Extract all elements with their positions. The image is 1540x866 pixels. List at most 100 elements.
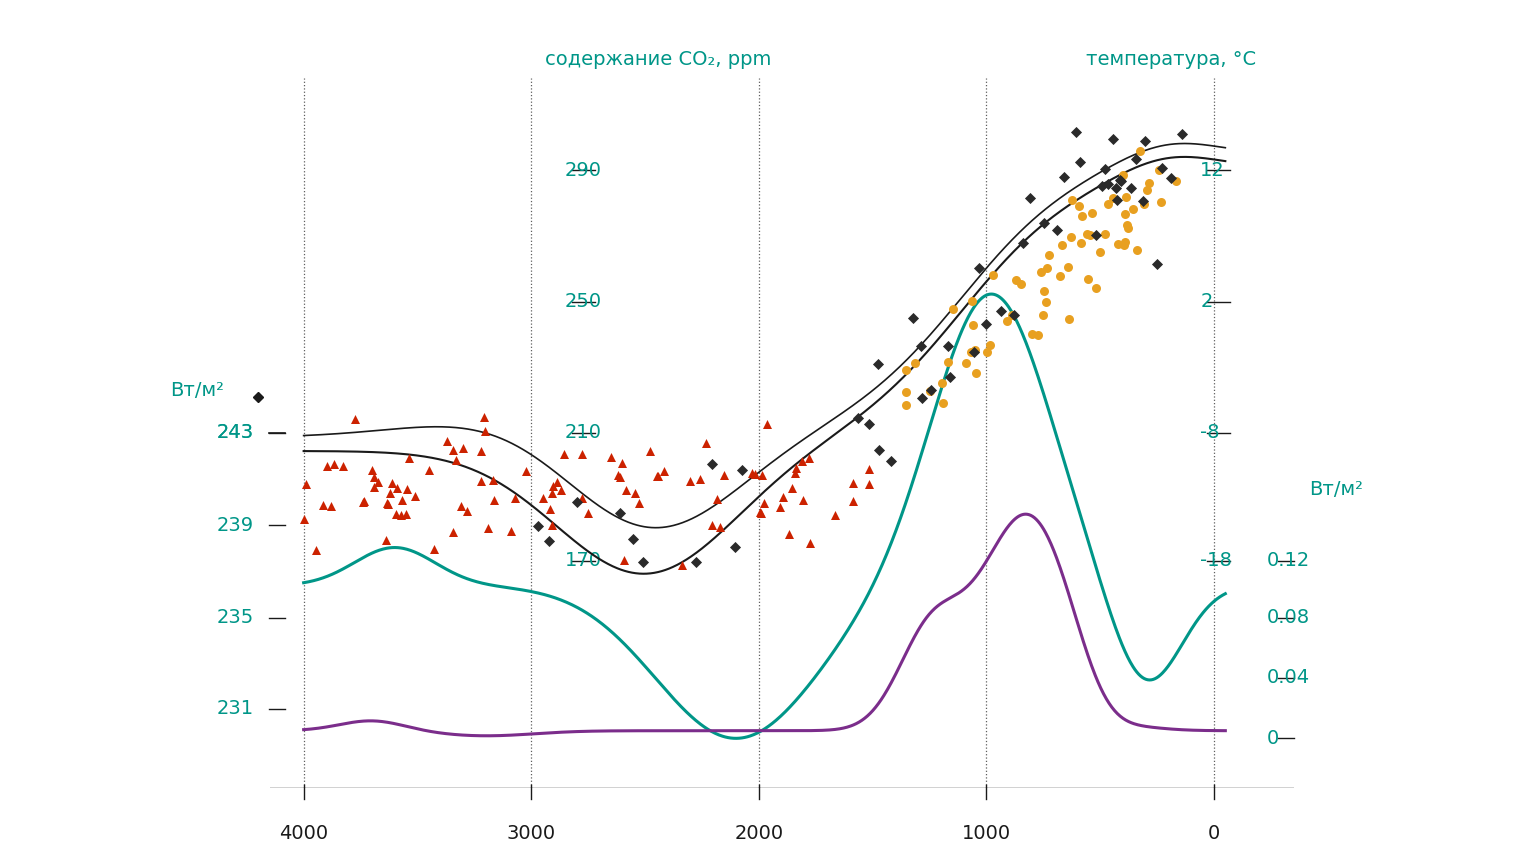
Point xyxy=(624,486,648,500)
Point xyxy=(450,441,474,455)
Point xyxy=(1032,284,1056,298)
Point xyxy=(1107,173,1132,187)
Point xyxy=(755,417,779,431)
Point xyxy=(607,470,631,484)
Point xyxy=(958,345,983,359)
Point xyxy=(342,411,367,425)
Point xyxy=(822,508,847,522)
Point xyxy=(1049,237,1073,251)
Point xyxy=(362,470,387,484)
Point xyxy=(845,411,870,425)
Point xyxy=(1093,162,1118,176)
Point xyxy=(909,339,933,353)
Point xyxy=(730,463,755,477)
Point xyxy=(576,506,601,520)
Text: 0.08: 0.08 xyxy=(1266,608,1309,627)
Point xyxy=(772,489,796,503)
Point xyxy=(1147,164,1172,178)
Point xyxy=(959,294,984,307)
Point xyxy=(1036,248,1061,262)
Point xyxy=(390,494,414,507)
Point xyxy=(531,491,556,505)
Point xyxy=(444,454,468,468)
Point xyxy=(1092,227,1116,241)
Point xyxy=(397,451,422,465)
Point xyxy=(1110,168,1135,182)
Text: 0: 0 xyxy=(1266,729,1278,748)
Point xyxy=(1130,194,1155,208)
Text: содержание CO₂, ppm: содержание CO₂, ppm xyxy=(545,50,772,69)
Point xyxy=(502,491,527,505)
Point xyxy=(311,499,336,513)
Point xyxy=(938,371,962,385)
Point xyxy=(1158,171,1183,184)
Point xyxy=(527,520,551,533)
Point xyxy=(599,450,624,464)
Point xyxy=(1029,265,1053,279)
Point xyxy=(782,466,807,480)
Point xyxy=(1084,228,1109,242)
Text: 2: 2 xyxy=(1200,292,1212,311)
Point xyxy=(331,459,356,473)
Point xyxy=(385,481,410,494)
Point xyxy=(359,462,383,476)
Text: 1000: 1000 xyxy=(962,824,1010,843)
Point xyxy=(396,481,420,495)
Point xyxy=(841,494,865,508)
Point xyxy=(742,468,767,481)
Point xyxy=(613,482,638,496)
Point xyxy=(1113,207,1138,221)
Point xyxy=(638,443,662,457)
Point xyxy=(570,448,594,462)
Point xyxy=(319,499,343,513)
Point xyxy=(941,301,966,315)
Point xyxy=(1124,152,1149,166)
Point xyxy=(856,477,881,491)
Point xyxy=(909,391,933,405)
Point xyxy=(1047,269,1072,283)
Text: 243: 243 xyxy=(217,423,254,443)
Text: Вт/м²: Вт/м² xyxy=(169,381,223,400)
Text: 250: 250 xyxy=(565,292,602,311)
Point xyxy=(1089,178,1113,192)
Point xyxy=(377,486,402,500)
Point xyxy=(936,355,961,369)
Point xyxy=(711,469,736,482)
Point xyxy=(999,307,1024,321)
Text: 2000: 2000 xyxy=(735,824,784,843)
Point xyxy=(967,262,992,275)
Point xyxy=(978,339,1003,352)
Point xyxy=(645,469,670,482)
Point xyxy=(919,383,944,397)
Point xyxy=(893,385,918,399)
Point xyxy=(879,455,904,469)
Point xyxy=(294,477,319,491)
Point xyxy=(471,410,496,423)
Point xyxy=(961,346,986,359)
Point xyxy=(422,542,447,556)
Point xyxy=(1078,229,1103,242)
Point xyxy=(779,481,804,494)
Text: -18: -18 xyxy=(1200,552,1232,571)
Point xyxy=(376,498,400,512)
Point xyxy=(1113,190,1138,204)
Point xyxy=(362,480,387,494)
Point xyxy=(1150,161,1175,175)
Point xyxy=(551,447,576,461)
Text: 290: 290 xyxy=(565,161,602,180)
Point xyxy=(1087,246,1112,260)
Point xyxy=(383,507,408,520)
Point xyxy=(645,469,670,483)
Point xyxy=(961,318,986,332)
Point xyxy=(1112,235,1137,249)
Point xyxy=(1001,308,1026,322)
Point xyxy=(373,533,397,547)
Point xyxy=(865,357,890,371)
Point xyxy=(1121,203,1146,216)
Point xyxy=(739,466,764,480)
Point xyxy=(651,464,676,478)
Point xyxy=(953,356,978,370)
Point xyxy=(631,555,656,569)
Point xyxy=(975,317,999,331)
Point xyxy=(1164,175,1189,189)
